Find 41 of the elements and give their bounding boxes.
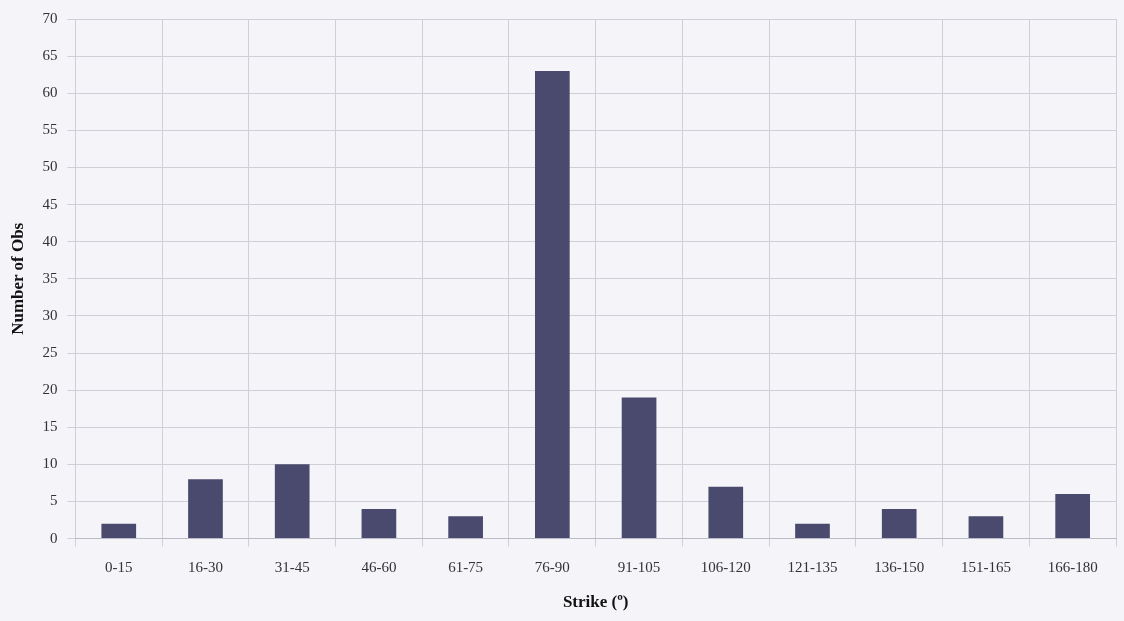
y-tick-label: 30 — [42, 306, 58, 323]
bar — [1055, 494, 1090, 539]
bar — [274, 464, 310, 539]
x-tick-label: 166-180 — [1047, 558, 1098, 575]
y-tick-label: 35 — [42, 269, 58, 286]
x-tick-label: 16-30 — [187, 558, 223, 575]
bar — [708, 486, 744, 539]
bar — [101, 523, 137, 539]
x-tick-label: 121-135 — [787, 558, 838, 575]
x-axis-title: Strike (º) — [562, 592, 629, 612]
x-tick-label: 91-105 — [617, 558, 661, 575]
x-tick-label: 0-15 — [105, 558, 133, 575]
y-tick-label: 5 — [49, 492, 58, 509]
y-tick-label: 40 — [42, 232, 58, 249]
bar — [448, 516, 483, 539]
y-tick-label: 45 — [42, 195, 58, 212]
bar — [968, 516, 1004, 539]
y-tick-label: 20 — [42, 381, 58, 398]
y-tick-label: 65 — [42, 47, 58, 64]
bar — [795, 523, 830, 539]
y-tick-label: 0 — [49, 529, 58, 546]
y-tick-label: 50 — [42, 158, 58, 175]
bar — [621, 397, 657, 539]
y-tick-label: 60 — [42, 84, 58, 101]
x-tick-label: 61-75 — [448, 558, 484, 575]
y-axis-title: Number of Obs — [7, 222, 27, 335]
x-tick-label: 151-165 — [960, 558, 1011, 575]
y-tick-label: 25 — [42, 343, 58, 360]
bar — [188, 479, 223, 539]
bar — [535, 70, 570, 539]
x-tick-label: 106-120 — [700, 558, 751, 575]
bar — [881, 508, 917, 539]
bar — [361, 508, 397, 539]
y-tick-label: 70 — [42, 9, 58, 26]
y-tick-label: 15 — [42, 418, 58, 435]
x-tick-label: 46-60 — [361, 558, 397, 575]
y-tick-label: 55 — [42, 121, 58, 138]
x-tick-label: 136-150 — [874, 558, 925, 575]
x-tick-label: 76-90 — [534, 558, 570, 575]
y-tick-label: 10 — [42, 455, 58, 472]
x-tick-label: 31-45 — [274, 558, 310, 575]
